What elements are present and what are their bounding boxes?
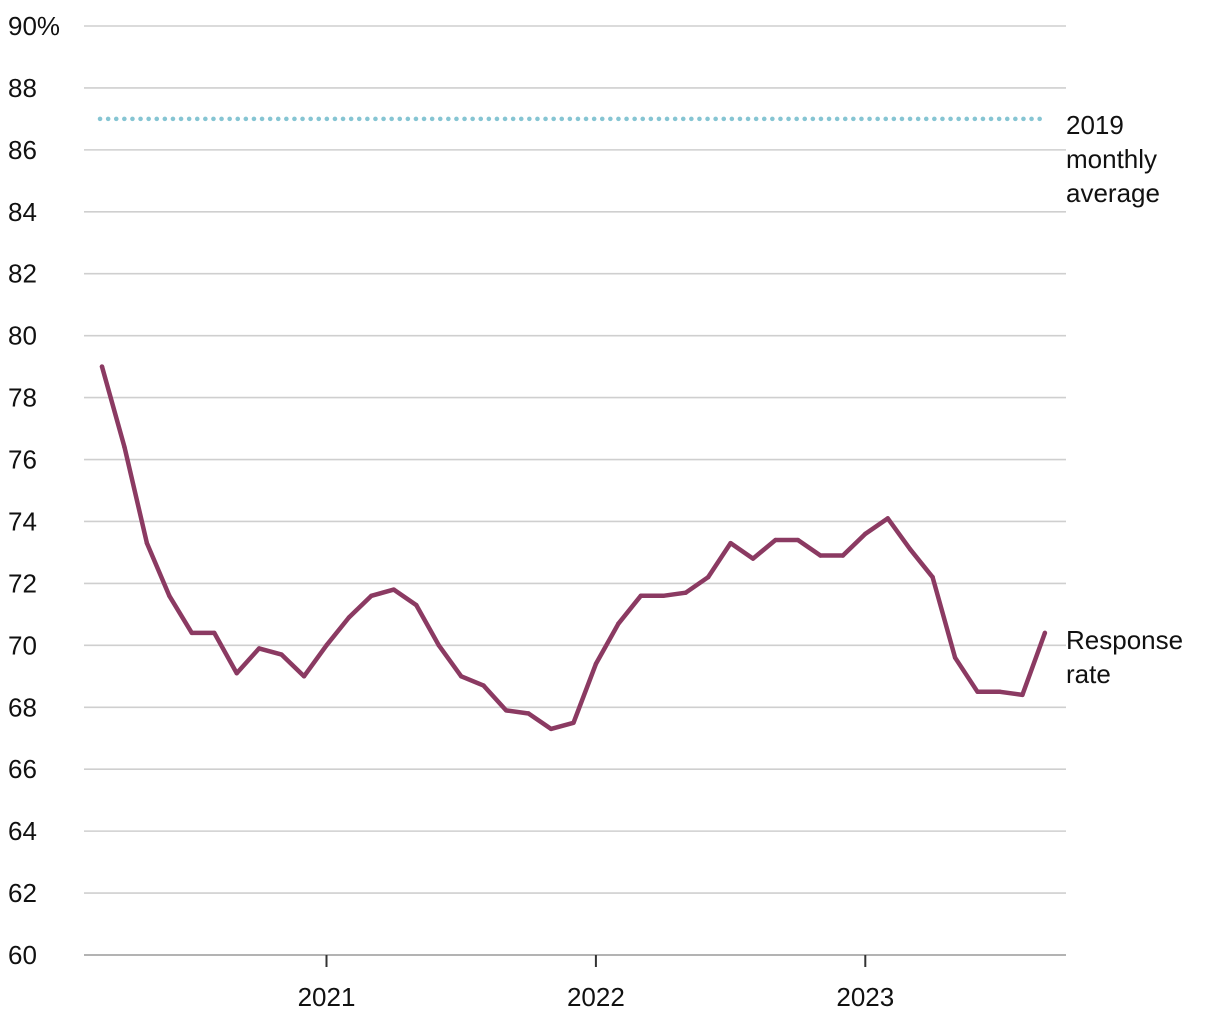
reference-label-line-3: average <box>1066 178 1160 208</box>
data-point-2021-08 <box>481 683 486 688</box>
data-point-2022-01 <box>593 661 599 667</box>
y-tick-label-86: 86 <box>8 135 37 165</box>
y-tick-label-70: 70 <box>8 630 37 660</box>
data-point-2023-05 <box>952 655 958 660</box>
data-point-2021-09 <box>503 708 509 713</box>
y-tick-label-78: 78 <box>8 383 37 413</box>
data-point-2022-02 <box>616 621 621 626</box>
x-axis: 2021 2022 2023 <box>84 954 1066 1012</box>
data-point-2021-03 <box>369 593 374 598</box>
data-point-2020-11 <box>279 652 284 657</box>
y-tick-label-82: 82 <box>8 259 37 289</box>
data-point-2020-12 <box>301 674 307 679</box>
data-point-2020-04 <box>122 444 127 450</box>
y-axis-labels: 60 62 64 66 68 70 72 74 76 78 80 82 84 86 88 90% <box>8 11 60 970</box>
reference-label-line-1: 2019 <box>1066 110 1124 140</box>
reference-label-line-2: monthly <box>1066 144 1157 174</box>
data-point-2021-02 <box>346 615 352 620</box>
data-point-2021-10 <box>526 711 531 716</box>
data-point-2022-05 <box>683 590 688 595</box>
data-point-2020-09 <box>234 671 239 676</box>
data-point-2021-05 <box>414 602 419 608</box>
data-point-2021-06 <box>436 643 441 648</box>
data-point-2021-04 <box>391 587 397 592</box>
data-point-2022-11 <box>818 553 823 558</box>
y-tick-label-84: 84 <box>8 197 37 227</box>
y-tick-label-80: 80 <box>8 321 37 351</box>
data-point-2023-03 <box>908 547 913 552</box>
y-tick-label-66: 66 <box>8 754 37 784</box>
y-tick-label-72: 72 <box>8 568 37 598</box>
data-point-2023-02 <box>885 516 890 521</box>
data-point-2023-06 <box>975 689 980 694</box>
data-point-2020-05 <box>144 540 150 546</box>
gridlines <box>84 25 1066 894</box>
data-point-2023-07 <box>997 689 1003 694</box>
x-tick-label-2021: 2021 <box>298 982 356 1012</box>
y-tick-label-74: 74 <box>8 506 37 536</box>
y-tick-label-60: 60 <box>8 940 37 970</box>
data-point-2021-07 <box>459 674 464 679</box>
data-point-2020-07 <box>189 630 194 636</box>
y-tick-label-90: 90% <box>8 11 60 41</box>
data-point-2023-09 <box>1042 630 1048 636</box>
data-point-2022-07 <box>728 540 733 546</box>
data-point-2020-10 <box>256 646 262 651</box>
data-point-2021-11 <box>548 726 554 732</box>
y-tick-label-76: 76 <box>8 445 37 475</box>
series-line-response-rate <box>99 364 1048 732</box>
data-point-2022-06 <box>705 575 711 580</box>
data-point-2021-12 <box>571 720 576 725</box>
data-point-2023-04 <box>930 575 935 580</box>
y-tick-label-68: 68 <box>8 692 37 722</box>
data-point-2023-01 <box>863 531 868 537</box>
series-group <box>99 364 1048 732</box>
y-tick-label-88: 88 <box>8 73 37 103</box>
data-point-2020-06 <box>167 593 172 598</box>
series-label-line-2: rate <box>1066 659 1111 689</box>
data-point-2020-08 <box>212 630 217 636</box>
series-label-line-1: Response <box>1066 625 1183 655</box>
data-point-2022-12 <box>840 553 846 558</box>
data-point-2021-01 <box>324 643 329 648</box>
y-tick-label-62: 62 <box>8 878 37 908</box>
data-point-2023-08 <box>1020 692 1025 698</box>
data-point-2022-04 <box>661 593 666 598</box>
data-point-2022-09 <box>773 537 778 543</box>
data-point-2022-03 <box>638 593 643 598</box>
annotations: 2019 monthly average Response rate <box>1066 110 1183 689</box>
data-point-2022-10 <box>795 537 801 543</box>
data-point-2022-08 <box>750 556 756 561</box>
y-tick-label-64: 64 <box>8 816 37 846</box>
data-point-2020-03 <box>99 364 105 369</box>
x-tick-label-2023: 2023 <box>836 982 894 1012</box>
x-tick-label-2022: 2022 <box>567 982 625 1012</box>
